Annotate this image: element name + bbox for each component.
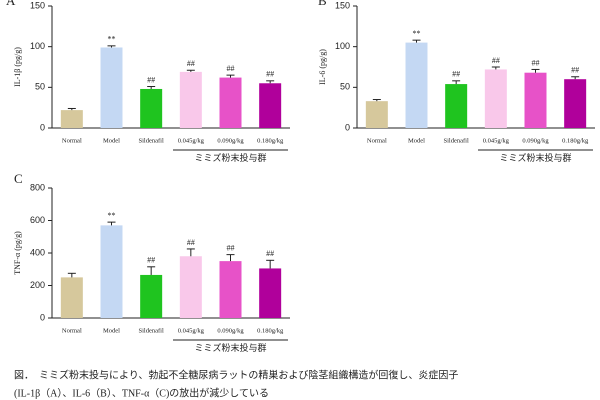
x-tick-label: 0.090g/kg bbox=[217, 137, 244, 144]
y-tick-label: 0 bbox=[345, 122, 350, 132]
x-tick-label: Model bbox=[408, 137, 425, 144]
y-tick-label: 50 bbox=[340, 82, 350, 92]
bar bbox=[484, 69, 507, 128]
y-axis-label: IL-6 (pg/g) bbox=[318, 49, 327, 85]
significance-label: ## bbox=[452, 70, 460, 79]
group-label: ミミズ粉末投与群 bbox=[194, 152, 266, 163]
y-tick-label: 100 bbox=[335, 41, 350, 51]
x-tick-label: Normal bbox=[62, 137, 82, 144]
bar bbox=[445, 84, 468, 128]
x-tick-label: Model bbox=[103, 137, 120, 144]
significance-label: ## bbox=[571, 66, 579, 75]
group-label: ミミズ粉末投与群 bbox=[499, 152, 571, 163]
x-tick-label: 0.045g/kg bbox=[178, 327, 205, 334]
bar bbox=[219, 77, 242, 128]
bar bbox=[524, 72, 547, 128]
significance-label: ## bbox=[227, 64, 235, 73]
y-tick-label: 0 bbox=[40, 312, 45, 322]
x-tick-label: 0.045g/kg bbox=[483, 137, 510, 144]
bar bbox=[405, 42, 428, 128]
group-label: ミミズ粉末投与群 bbox=[194, 342, 266, 353]
bar bbox=[564, 79, 587, 128]
x-tick-label: 0.090g/kg bbox=[522, 137, 549, 144]
bar bbox=[179, 71, 202, 128]
bar bbox=[140, 88, 163, 128]
panel-letter: C bbox=[14, 171, 23, 186]
bar bbox=[365, 101, 388, 128]
bar bbox=[219, 261, 242, 318]
x-tick-label: Sildenafil bbox=[139, 137, 164, 144]
x-tick-label: 0.180g/kg bbox=[562, 137, 589, 144]
panel-letter: B bbox=[318, 0, 327, 8]
x-tick-label: 0.090g/kg bbox=[217, 327, 244, 334]
x-tick-label: Model bbox=[103, 327, 120, 334]
significance-label: ## bbox=[147, 75, 155, 84]
bar bbox=[100, 225, 123, 318]
x-tick-label: Normal bbox=[367, 137, 387, 144]
y-tick-label: 150 bbox=[30, 0, 45, 10]
x-tick-label: Normal bbox=[62, 327, 82, 334]
significance-label: ## bbox=[266, 249, 274, 258]
y-axis-label: TNF-α (pg/g) bbox=[13, 231, 22, 275]
y-tick-label: 800 bbox=[30, 182, 45, 192]
significance-label: ## bbox=[187, 59, 195, 68]
significance-label: ## bbox=[147, 256, 155, 265]
y-tick-label: 150 bbox=[335, 0, 350, 10]
y-tick-label: 200 bbox=[30, 280, 45, 290]
bar bbox=[60, 110, 83, 128]
significance-label: ## bbox=[266, 70, 274, 79]
y-tick-label: 600 bbox=[30, 215, 45, 225]
x-tick-label: Sildenafil bbox=[139, 327, 164, 334]
x-tick-label: 0.180g/kg bbox=[257, 137, 284, 144]
significance-label: ** bbox=[108, 35, 116, 44]
y-tick-label: 400 bbox=[30, 247, 45, 257]
x-tick-label: 0.045g/kg bbox=[178, 137, 205, 144]
x-tick-label: Sildenafil bbox=[444, 137, 469, 144]
significance-label: ## bbox=[187, 238, 195, 247]
bar bbox=[259, 268, 282, 318]
y-tick-label: 0 bbox=[40, 122, 45, 132]
significance-label: ** bbox=[108, 211, 116, 220]
y-tick-label: 100 bbox=[30, 41, 45, 51]
y-axis-label: IL-1β (pg/g) bbox=[13, 47, 22, 87]
significance-label: ## bbox=[532, 58, 540, 67]
bar bbox=[60, 277, 83, 318]
x-tick-label: 0.180g/kg bbox=[257, 327, 284, 334]
caption-line: 図． ミミズ粉末投与により、勃起不全糖尿病ラットの精巣および陰茎組織構造が回復し… bbox=[14, 368, 458, 381]
significance-label: ## bbox=[492, 56, 500, 65]
y-tick-label: 50 bbox=[35, 82, 45, 92]
bar bbox=[259, 83, 282, 128]
bar bbox=[140, 274, 163, 318]
bar bbox=[179, 256, 202, 318]
significance-label: ** bbox=[413, 29, 421, 38]
panel-letter: A bbox=[6, 0, 16, 8]
caption-line: (IL-1β（A）、IL-6（B）、TNF-α（C)の放出が減少している bbox=[14, 386, 269, 399]
bar bbox=[100, 47, 123, 129]
significance-label: ## bbox=[227, 243, 235, 252]
